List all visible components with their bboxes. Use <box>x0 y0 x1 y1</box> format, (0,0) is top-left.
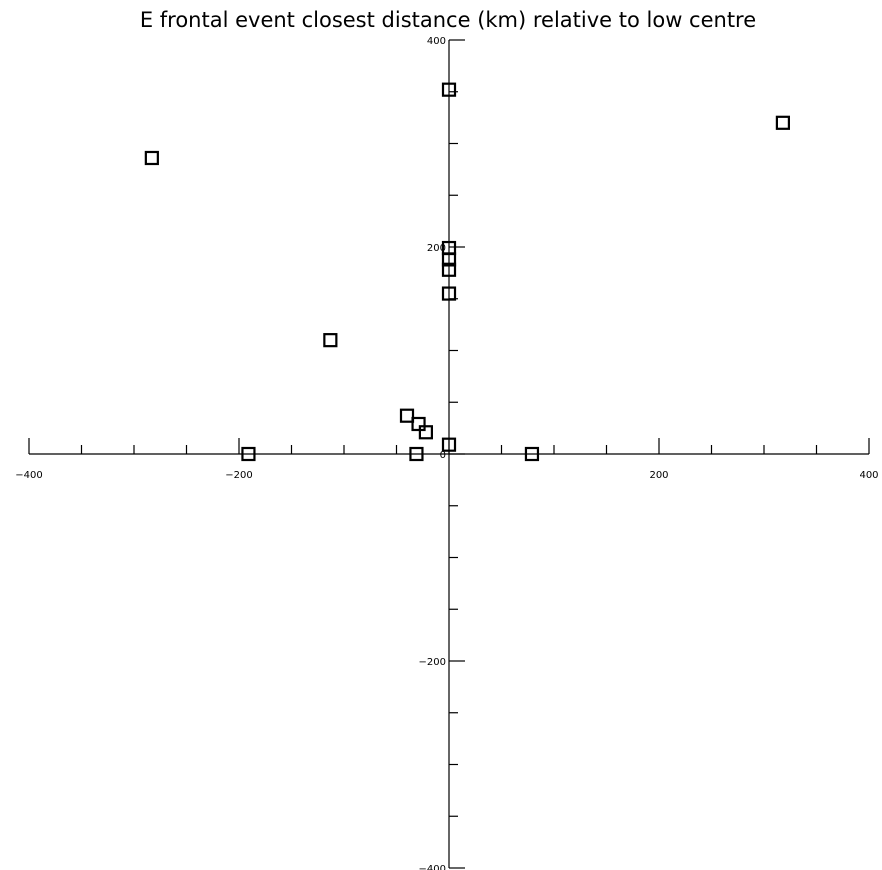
y-tick-label: −400 <box>419 864 446 870</box>
data-point <box>418 425 433 440</box>
y-tick-label: 0 <box>440 450 446 461</box>
data-point <box>441 252 457 267</box>
data-points <box>144 82 791 462</box>
data-point <box>775 115 791 130</box>
data-point <box>399 408 415 423</box>
data-point <box>441 437 457 452</box>
data-point <box>411 416 426 432</box>
data-point <box>524 446 540 462</box>
data-point <box>409 446 424 462</box>
x-tick-label: 400 <box>859 470 878 481</box>
data-point <box>441 262 457 277</box>
x-tick-label: −400 <box>15 470 42 481</box>
data-point <box>241 446 256 462</box>
data-point <box>441 82 457 97</box>
chart-title: E frontal event closest distance (km) re… <box>140 8 756 32</box>
x-tick-label: −200 <box>225 470 252 481</box>
data-point <box>323 333 338 348</box>
y-tick-label: 400 <box>427 36 446 47</box>
y-tick-label: −200 <box>419 657 446 668</box>
x-tick-label: 200 <box>649 470 668 481</box>
data-point <box>144 150 159 166</box>
y-tick-label: 200 <box>427 243 446 254</box>
data-point <box>441 286 457 301</box>
axis-tick-labels: −400 −200 200 400 −400 −200 0 200 400 <box>15 36 878 870</box>
